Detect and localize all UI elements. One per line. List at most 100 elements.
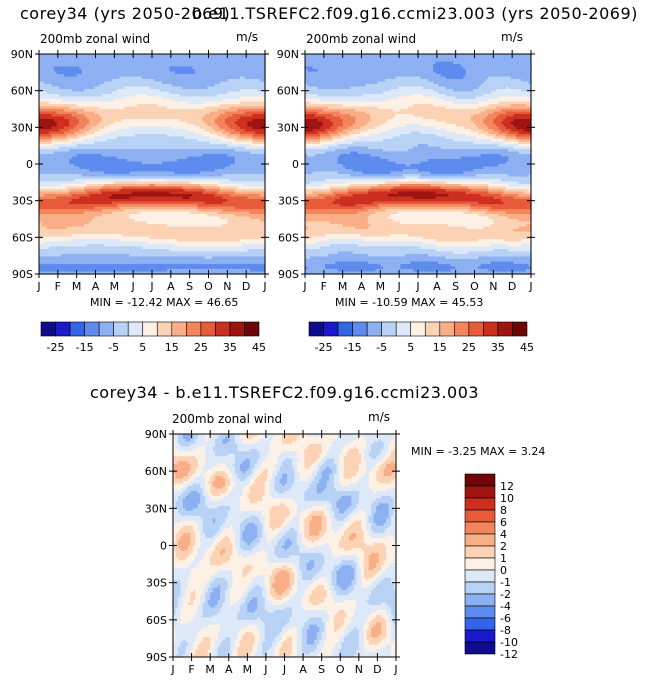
field-cell <box>217 104 221 108</box>
field-cell <box>242 59 246 63</box>
field-cell <box>124 74 128 78</box>
field-cell <box>194 76 198 80</box>
field-cell <box>96 64 100 68</box>
field-cell <box>89 59 93 63</box>
field-cell <box>121 104 125 108</box>
field-cell <box>121 61 125 65</box>
field-cell <box>259 96 264 100</box>
field-cell <box>104 104 108 108</box>
field-cell <box>187 81 191 85</box>
field-cell <box>232 61 236 65</box>
field-cell <box>99 104 103 108</box>
field-cell <box>234 96 238 100</box>
field-cell <box>179 91 183 95</box>
field-cell <box>136 66 141 70</box>
field-cell <box>172 71 176 75</box>
field-cell <box>257 91 261 95</box>
field-cell <box>174 99 178 103</box>
field-cell <box>59 84 63 88</box>
field-cell <box>114 76 118 80</box>
field-cell <box>136 96 141 100</box>
field-cell <box>116 59 120 63</box>
field-cell <box>154 96 158 100</box>
field-cell <box>109 76 113 80</box>
field-cell <box>214 104 218 108</box>
field-cell <box>96 76 100 80</box>
field-cell <box>129 66 133 70</box>
field-cell <box>247 76 251 80</box>
field-cell <box>204 54 208 58</box>
field-cell <box>134 66 138 70</box>
field-cell <box>89 101 93 105</box>
field-cell <box>81 81 85 85</box>
field-cell <box>219 79 223 83</box>
field-cell <box>89 79 93 83</box>
field-cell <box>232 79 236 83</box>
field-cell <box>237 76 241 80</box>
field-cell <box>131 56 136 60</box>
field-cell <box>81 94 85 98</box>
field-cell <box>131 99 136 103</box>
field-cell <box>217 54 221 58</box>
field-cell <box>101 99 105 103</box>
field-cell <box>84 94 88 98</box>
field-cell <box>229 89 233 93</box>
field-cell <box>126 59 130 63</box>
field-cell <box>197 84 201 88</box>
field-cell <box>149 79 153 83</box>
field-cell <box>149 56 153 60</box>
field-cell <box>152 99 156 103</box>
field-cell <box>99 56 103 60</box>
field-cell <box>104 79 108 83</box>
field-cell <box>224 84 228 88</box>
field-cell <box>239 81 243 85</box>
field-cell <box>187 54 191 58</box>
field-cell <box>114 64 118 68</box>
field-cell <box>249 84 254 88</box>
field-cell <box>69 61 73 65</box>
field-cell <box>212 96 216 100</box>
field-cell <box>177 104 181 108</box>
field-cell <box>106 69 110 73</box>
field-cell <box>244 91 249 95</box>
field-cell <box>101 89 105 93</box>
field-cell <box>254 99 259 103</box>
field-cell <box>129 84 133 88</box>
field-cell <box>184 81 188 85</box>
field-cell <box>141 101 146 105</box>
field-cell <box>76 56 80 60</box>
field-cell <box>139 91 143 95</box>
field-cell <box>259 56 264 60</box>
field-cell <box>232 94 236 98</box>
field-cell <box>209 96 213 100</box>
field-cell <box>159 84 163 88</box>
field-cell <box>134 86 138 90</box>
field-cell <box>61 71 65 75</box>
field-cell <box>131 104 136 108</box>
field-cell <box>164 79 168 83</box>
field-cell <box>79 96 83 100</box>
field-cell <box>174 79 178 83</box>
field-cell <box>49 104 53 108</box>
field-cell <box>217 96 221 100</box>
field-cell <box>54 54 58 58</box>
field-cell <box>164 56 168 60</box>
field-cell <box>167 94 171 98</box>
field-cell <box>129 101 133 105</box>
field-cell <box>204 74 208 78</box>
field-cell <box>74 76 78 80</box>
field-cell <box>254 96 259 100</box>
field-cell <box>124 81 128 85</box>
field-cell <box>59 96 63 100</box>
field-cell <box>217 86 221 90</box>
field-cell <box>139 76 143 80</box>
field-cell <box>204 61 208 65</box>
field-cell <box>109 81 113 85</box>
field-cell <box>124 79 128 83</box>
field-cell <box>104 91 108 95</box>
field-cell <box>56 81 60 85</box>
field-cell <box>197 59 201 63</box>
field-cell <box>162 94 166 98</box>
field-cell <box>41 99 45 103</box>
field-cell <box>99 81 103 85</box>
